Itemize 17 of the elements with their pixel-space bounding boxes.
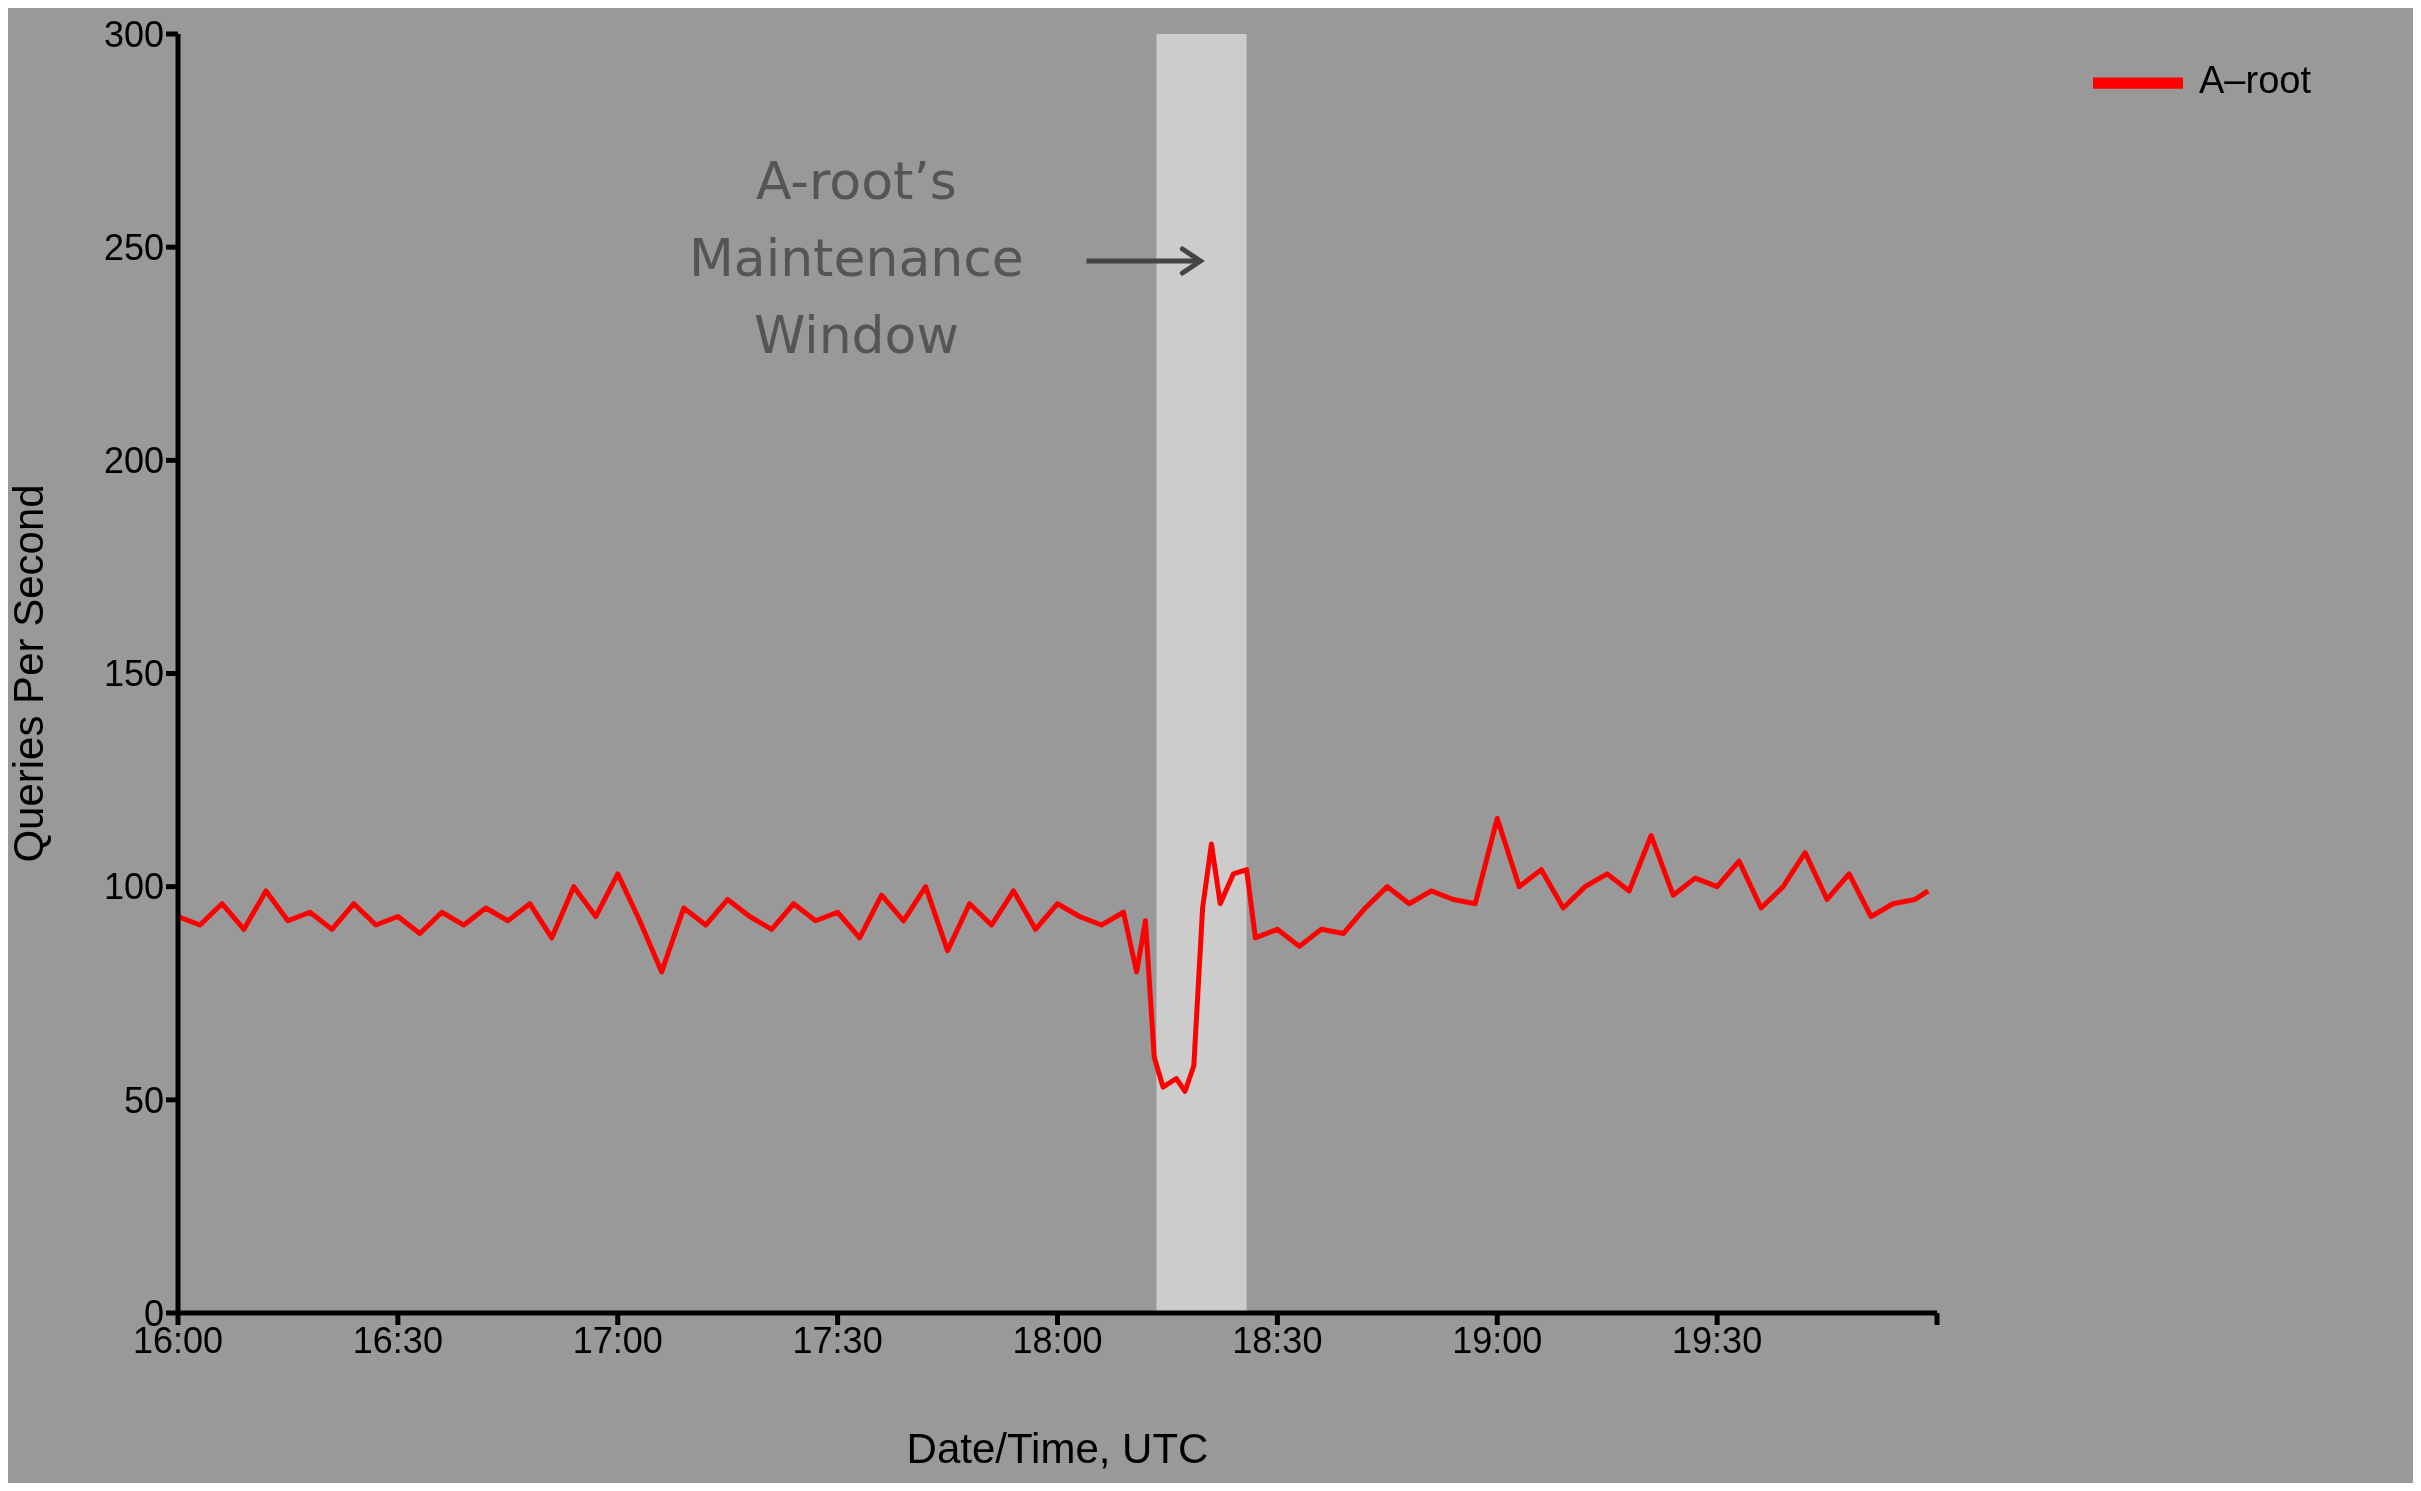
y-tick-label: 250 (103, 226, 164, 268)
legend-label: A–root (2199, 59, 2311, 102)
y-tick-label: 50 (123, 1079, 164, 1121)
y-tick-label: 300 (103, 13, 164, 55)
x-tick-label: 18:00 (1012, 1319, 1103, 1361)
x-axis-title: Date/Time, UTC (906, 1425, 1209, 1472)
y-axis-title: Queries Per Second (4, 484, 52, 863)
y-tick-label: 100 (103, 866, 164, 908)
x-tick-label: 19:30 (1672, 1319, 1763, 1361)
x-tick-label: 19:00 (1452, 1319, 1543, 1361)
y-tick-label: 200 (103, 440, 164, 482)
x-tick-label: 16:30 (352, 1319, 443, 1361)
x-tick-label: 18:30 (1232, 1319, 1323, 1361)
x-tick-label: 17:30 (792, 1319, 883, 1361)
band-label: A-root’s Maintenance Window (689, 151, 1024, 365)
x-tick-label: 17:00 (572, 1319, 663, 1361)
y-tick-label: 150 (103, 653, 164, 695)
